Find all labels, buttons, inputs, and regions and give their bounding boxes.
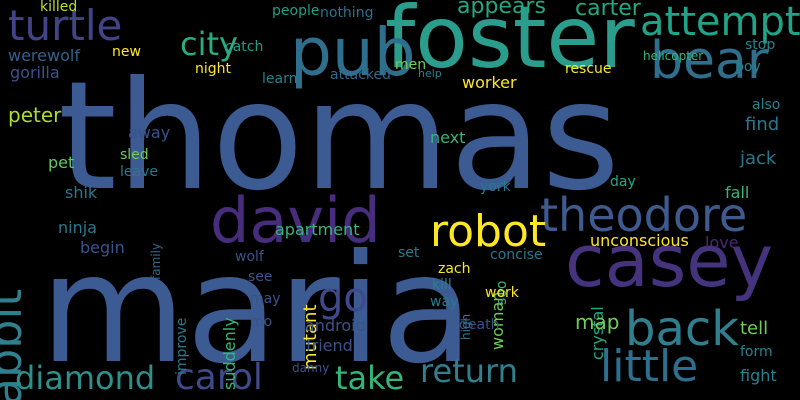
word-carter: carter [575, 0, 641, 21]
word-suddenly: suddenly [220, 317, 239, 390]
word-appears: appears [457, 0, 546, 19]
word-find: find [745, 114, 780, 135]
word-friend: friend [306, 336, 353, 355]
word-go: go [318, 275, 368, 321]
word-help: help [418, 67, 442, 80]
word-kill: kill [432, 277, 452, 293]
word-way: way [430, 294, 459, 310]
word-diamond: diamond [15, 359, 156, 397]
word-also: also [752, 97, 781, 113]
word-casey: casey [565, 219, 774, 303]
word-high: high [459, 313, 473, 340]
word-zach: zach [438, 261, 471, 277]
word-sled: sled [120, 147, 149, 163]
word-night: night [195, 61, 232, 77]
word-android: android [305, 316, 366, 335]
word-love: love [705, 233, 739, 252]
word-map: map [575, 310, 620, 334]
word-tell: tell [740, 318, 769, 339]
word-attempt: attempt [640, 0, 800, 45]
word-worker: worker [462, 73, 517, 92]
word-see: see [248, 269, 273, 285]
word-apartment: apartment [275, 220, 360, 239]
word-theodore: theodore [540, 188, 748, 242]
word-gorilla: gorilla [10, 63, 60, 82]
word-mo: mo [250, 314, 273, 330]
word-turtle: turtle [8, 1, 123, 50]
word-catch: catch [225, 39, 264, 55]
word-stop: stop [745, 37, 776, 53]
word-little: little [600, 341, 699, 392]
word-next: next [430, 128, 466, 147]
word-city: city [180, 25, 238, 63]
word-fall: fall [725, 183, 750, 202]
word-begin: begin [80, 238, 125, 257]
word-improve: improve [174, 317, 190, 375]
word-set: set [398, 245, 420, 261]
word-learn: learn [262, 71, 298, 87]
word-day: day [610, 174, 636, 190]
word-leave: leave [120, 164, 158, 180]
word-form: form [740, 344, 773, 360]
word-helicopter: helicopter [643, 49, 704, 63]
word-family: family [149, 242, 163, 280]
word-boy: boy [735, 59, 761, 75]
word-take: take [335, 359, 405, 397]
word-foster: foster [385, 0, 635, 88]
word-wolf: wolf [235, 249, 264, 265]
word-thomas: thomas [58, 50, 620, 224]
word-new: new [112, 44, 141, 60]
word-york: york [480, 179, 511, 195]
word-nothing: nothing [320, 5, 374, 21]
word-away: away [128, 123, 171, 142]
word-unconscious: unconscious [590, 231, 689, 250]
word-return: return [420, 352, 518, 390]
word-carol: carol [175, 357, 263, 398]
word-david: david [210, 184, 381, 257]
word-danny: danny [292, 361, 330, 375]
word-may: may [250, 291, 281, 307]
word-back: back [625, 301, 740, 357]
word-people: people [272, 3, 320, 19]
word-werewolf: werewolf [8, 46, 80, 65]
word-concise: concise [490, 247, 543, 263]
word-maria: maria [40, 223, 474, 397]
word-death: death [459, 317, 500, 333]
word-rescue: rescue [565, 61, 612, 77]
word-attacked: attacked [330, 67, 391, 83]
word-pet: pet [48, 153, 75, 172]
word-bear: bear [650, 31, 769, 91]
word-fight: fight [740, 366, 777, 385]
word-killed: killed [40, 0, 78, 15]
word-ninja: ninja [58, 218, 97, 237]
word-men: men [395, 57, 427, 73]
word-peter: peter [8, 103, 62, 127]
word-jack: jack [740, 148, 777, 169]
word-pub: pub [290, 14, 416, 91]
word-shik: shik [65, 183, 98, 202]
word-robot: robot [430, 206, 547, 257]
word-work: work [485, 285, 519, 301]
